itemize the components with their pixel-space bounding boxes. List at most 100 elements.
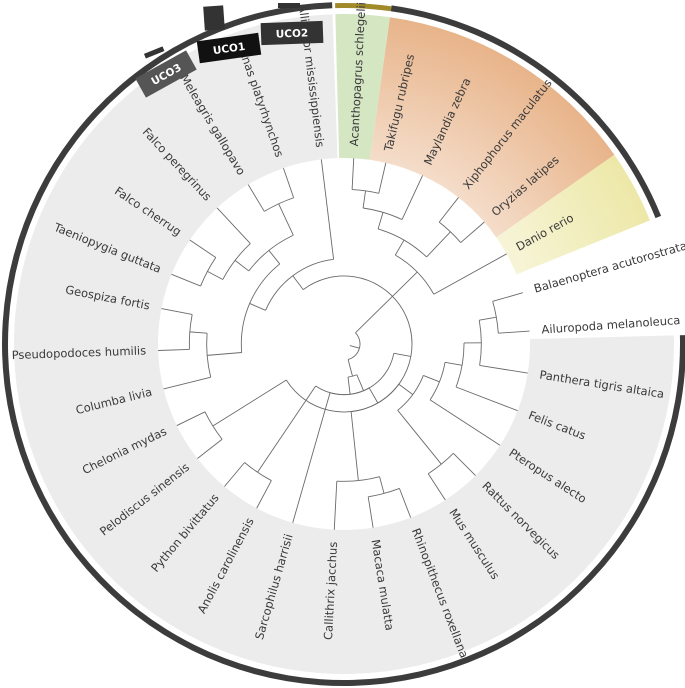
clade-label-uco2: UCO2 [276,27,309,40]
leaf-label: Ailuropoda melanoleuca [541,313,681,337]
branch-61 [429,399,501,446]
clade-box-uco1: UCO1 [196,32,262,64]
branch-arc-54 [397,375,424,411]
branch-33 [212,379,287,427]
branch-arc-14 [248,234,294,272]
clade-label-uco1: UCO1 [212,41,246,57]
branch-arc-9 [265,258,334,311]
branch-55 [397,410,442,465]
branch-arc-45 [351,384,400,413]
branch-19 [234,260,250,272]
branch-52 [399,488,412,518]
branch-84 [362,190,366,209]
branch-86 [378,162,387,194]
branch-arc-23 [200,257,217,287]
branch-4 [356,374,364,391]
tetrapods-band [13,14,675,675]
branch-arc-82 [363,207,403,220]
branch-46 [350,411,359,481]
branch-72 [355,271,418,334]
uco-marker-small-left [143,46,165,59]
leaf-label: Callithrix jacchus [321,541,340,640]
branch-arc-42 [329,387,370,396]
branch-22 [207,270,223,280]
branch-24 [189,239,217,258]
branch-43 [292,392,331,523]
branch-arc-78 [438,221,462,243]
branch-70 [498,330,530,334]
branch-18 [247,184,265,212]
branch-15 [278,203,294,236]
branch-64 [455,386,518,412]
outer-ring-acanthopagrus [335,2,392,12]
branch-36 [197,438,223,459]
branch-6 [393,352,411,357]
branch-59 [423,375,440,383]
branch-25 [171,273,201,287]
uco-marker-small-top [278,3,300,8]
branch-71 [492,292,523,302]
branch-arc-60 [429,362,446,401]
branch-51 [367,496,374,528]
branch-arc-27 [206,333,212,378]
branch-35 [176,411,206,426]
branch-80 [438,197,459,223]
branch-81 [377,212,384,230]
branch-41 [347,377,351,395]
branch-74 [433,253,507,295]
branch-arc-47 [336,476,380,482]
branch-10 [320,159,335,260]
branch-77 [426,231,451,258]
branch-57 [427,473,446,501]
branch-68 [479,316,497,321]
branch-79 [460,221,485,243]
branch-30 [161,308,193,315]
clade-box-uco3-bg [135,50,197,98]
branch-11 [249,303,266,311]
branch-arc-5 [315,353,395,396]
branch-58 [453,453,476,476]
branch-39 [224,462,245,487]
branch-75 [394,239,405,256]
branch-48 [333,481,338,530]
branch-83 [401,175,424,220]
branch-arc-66 [478,320,482,366]
branch-49 [379,476,385,494]
branch-arc-73 [395,254,435,295]
branch-arc-16 [264,197,294,212]
acanthopagrus-band [335,13,390,160]
branch-8 [292,275,304,290]
branch-arc-76 [377,228,427,258]
branch-87 [351,158,355,190]
branch-21 [216,207,251,244]
branch-37 [257,385,317,473]
colored-sectors [13,13,675,675]
clade-box-uco1-bg [196,32,262,64]
branch-26 [207,352,242,356]
uco-marker-tall [203,5,225,31]
branch-arc-20 [222,243,251,280]
branch-67 [479,365,528,374]
tree-branches [158,158,530,530]
leaf-label: Pseudopodoces humilis [11,343,146,362]
branch-0 [349,345,360,349]
branch-arc-1 [347,332,361,360]
branch-53 [398,383,414,395]
branch-arc-34 [204,411,223,440]
branch-44 [368,387,379,404]
branch-40 [256,480,272,509]
branch-17 [283,167,295,198]
branch-2 [347,359,353,377]
branch-32 [163,376,211,390]
branch-31 [158,348,190,351]
clade-box-uco2: UCO2 [260,20,324,46]
branch-arc-63 [455,342,465,388]
branch-arc-12 [240,263,281,353]
branch-62 [444,361,463,366]
branch-28 [189,331,208,334]
clade-box-uco2-bg [260,20,324,46]
fish-band-fade [369,17,650,275]
branch-13 [268,250,281,265]
